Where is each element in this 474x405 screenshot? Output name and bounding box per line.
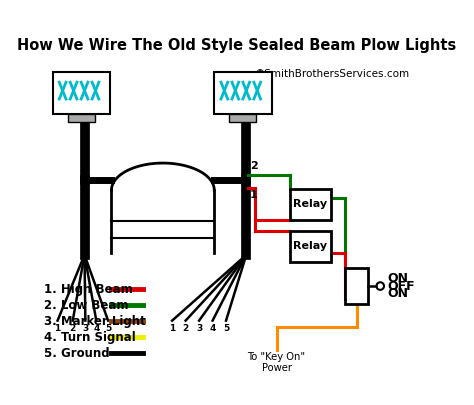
- Text: 2: 2: [182, 324, 189, 333]
- Bar: [68, 114, 95, 122]
- Text: To "Key On"
Power: To "Key On" Power: [247, 352, 306, 373]
- Text: 2. Low Beam: 2. Low Beam: [44, 299, 128, 312]
- Text: How We Wire The Old Style Sealed Beam Plow Lights: How We Wire The Old Style Sealed Beam Pl…: [18, 38, 456, 53]
- Text: ON: ON: [388, 272, 409, 285]
- Text: 5: 5: [105, 324, 111, 333]
- Text: Relay: Relay: [293, 199, 328, 209]
- Text: OFF: OFF: [388, 279, 415, 292]
- Bar: [214, 72, 272, 114]
- Text: ©SmithBrothersServices.com: ©SmithBrothersServices.com: [255, 69, 410, 79]
- Text: 4: 4: [210, 324, 216, 333]
- Text: 2: 2: [250, 161, 257, 171]
- Text: 3: 3: [196, 324, 202, 333]
- Text: 1: 1: [169, 324, 175, 333]
- Text: 1. High Beam: 1. High Beam: [44, 283, 133, 296]
- Bar: [290, 231, 330, 262]
- Text: 1: 1: [250, 190, 257, 200]
- Bar: [290, 189, 330, 220]
- Bar: [53, 72, 110, 114]
- Text: Relay: Relay: [293, 241, 328, 252]
- Text: 4. Turn Signal: 4. Turn Signal: [44, 331, 136, 344]
- Text: ON: ON: [388, 288, 409, 301]
- Text: 2: 2: [70, 324, 76, 333]
- Text: 3: 3: [82, 324, 89, 333]
- Text: 1: 1: [55, 324, 61, 333]
- Bar: [345, 269, 368, 304]
- Text: 5. Ground: 5. Ground: [44, 347, 109, 360]
- Text: 5: 5: [223, 324, 229, 333]
- Text: 3. Marker Light: 3. Marker Light: [44, 315, 146, 328]
- Bar: [229, 114, 256, 122]
- Text: 4: 4: [93, 324, 100, 333]
